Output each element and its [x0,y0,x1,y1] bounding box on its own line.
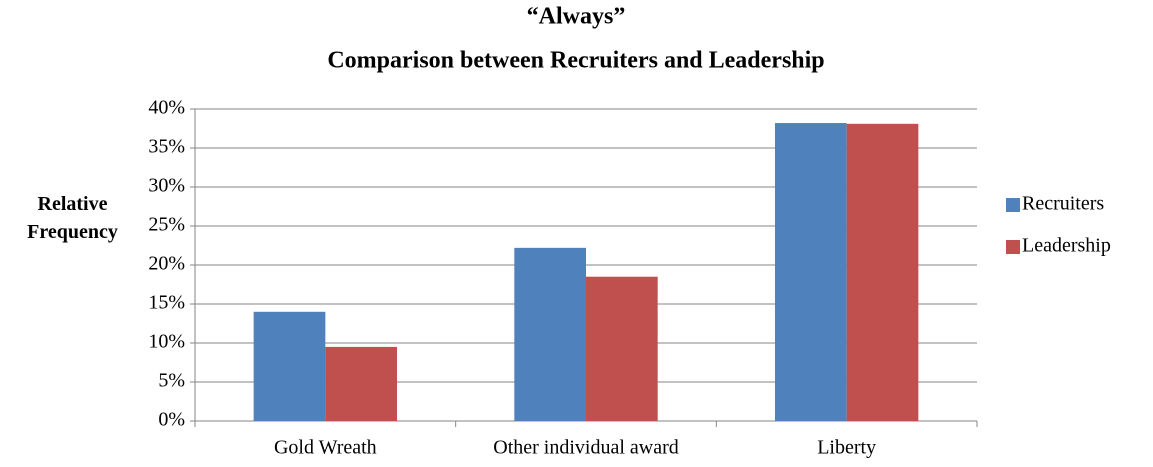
y-tick-label: 35% [148,136,185,158]
y-tick-label: 30% [148,175,185,197]
x-tick-label: Liberty [817,437,876,459]
x-tick-label: Gold Wreath [274,437,377,459]
y-tick-label: 40% [148,97,185,119]
bar [514,247,586,421]
y-tick-label: 10% [148,331,185,353]
y-tick-label: 20% [148,253,185,275]
y-tick-label: 5% [158,370,185,392]
y-tick-label: 0% [158,409,185,431]
bar [774,123,847,421]
chart-title: “Always” [527,4,626,30]
chart-subtitle: Comparison between Recruiters and Leader… [327,48,824,74]
legend-label: Recruiters [1022,193,1104,215]
y-tick-label: 25% [148,214,185,236]
y-tick-label: 15% [148,292,185,314]
bar [253,311,326,421]
bar [846,123,919,421]
bar [325,346,398,421]
legend-swatch [1006,240,1020,254]
legend-label: Leadership [1022,235,1111,257]
legend-swatch [1006,198,1020,212]
x-tick-label: Other individual award [493,437,679,459]
y-axis-label: Relative Frequency [27,193,118,243]
bar [586,276,658,421]
